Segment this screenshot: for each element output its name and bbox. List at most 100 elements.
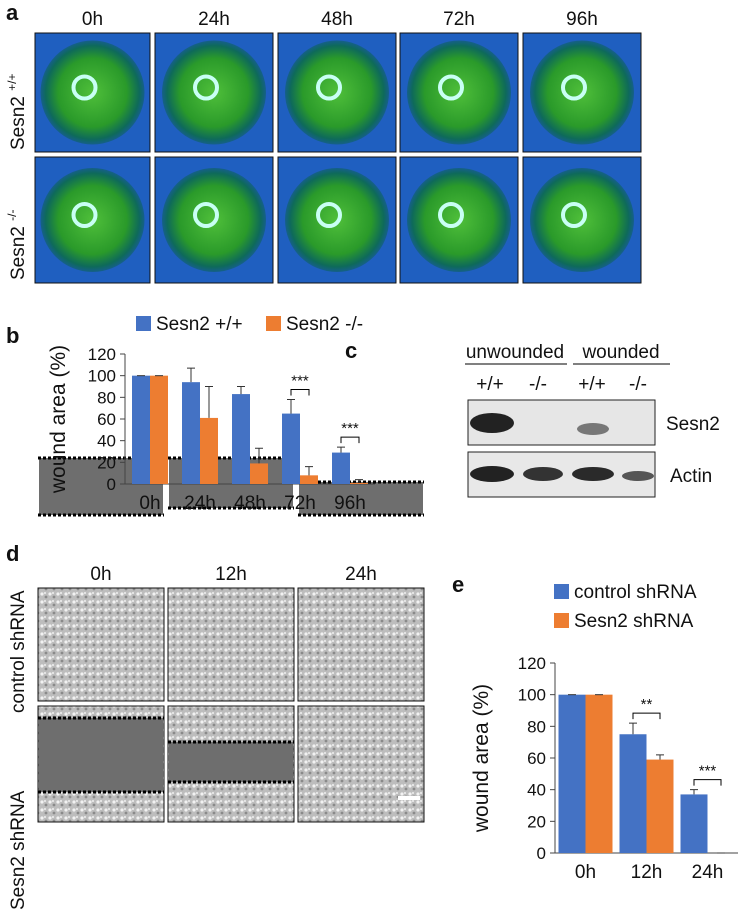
- scale-bar: [398, 796, 420, 800]
- y-tick-label: 60: [97, 410, 116, 429]
- error-bar: [355, 479, 363, 483]
- significance: **: [641, 696, 653, 713]
- row-label: Sesn2 shRNA: [8, 790, 29, 909]
- bar: [680, 794, 708, 853]
- row-label: Sesn2 +/+: [5, 73, 29, 150]
- band: [572, 467, 614, 481]
- bar: [300, 475, 318, 484]
- panel-label: b: [6, 323, 19, 348]
- y-tick-label: 20: [97, 453, 116, 472]
- legend-label: Sesn2 -/-: [286, 314, 363, 335]
- column-label: 48h: [321, 9, 353, 30]
- column-label: 0h: [90, 564, 111, 585]
- row-label: control shRNA: [8, 590, 29, 713]
- y-tick-label: 100: [518, 686, 546, 705]
- row-label: Sesn2 -/-: [5, 210, 29, 280]
- y-tick-label: 120: [88, 345, 116, 364]
- y-tick-label: 120: [518, 654, 546, 673]
- image: [71, 74, 98, 101]
- y-tick-label: 20: [527, 812, 546, 831]
- legend-label: Sesn2 +/+: [156, 314, 243, 335]
- blot-label: Actin: [670, 466, 712, 487]
- significance-bracket: [632, 712, 661, 720]
- bar: [332, 452, 350, 484]
- panel-label: c: [345, 338, 357, 363]
- image: [316, 202, 342, 228]
- row-genotype: -/-: [5, 210, 19, 221]
- significance-bracket: [340, 436, 360, 444]
- column-label: 0h: [82, 9, 103, 30]
- significance-bracket: [290, 389, 310, 396]
- y-tick-label: 40: [97, 432, 116, 451]
- bar: [282, 413, 300, 484]
- y-axis-label: wound area (%): [47, 345, 70, 494]
- x-tick-label: 24h: [184, 493, 216, 514]
- significance: ***: [341, 420, 359, 437]
- group-label: wounded: [581, 342, 659, 363]
- bar: [250, 463, 268, 484]
- error-bar: [255, 447, 263, 464]
- row-name: Sesn2: [8, 226, 29, 280]
- significance: ***: [291, 373, 309, 390]
- bar: [232, 394, 250, 484]
- image: [316, 74, 342, 101]
- panel-label: d: [6, 541, 19, 566]
- bar: [132, 375, 150, 484]
- image: [561, 74, 587, 101]
- bar: [350, 482, 368, 484]
- x-tick-label: 48h: [234, 493, 266, 514]
- significance: ***: [699, 763, 717, 780]
- error-bar: [629, 722, 637, 735]
- bar: [585, 694, 613, 853]
- legend-swatch: [136, 316, 151, 331]
- image: [438, 202, 464, 228]
- image: [193, 74, 219, 101]
- x-tick-label: 24h: [692, 862, 724, 883]
- image: [297, 705, 425, 823]
- y-axis-label: wound area (%): [470, 684, 493, 833]
- lane-label: +/+: [476, 374, 503, 395]
- legend-label: control shRNA: [574, 582, 697, 603]
- image: [71, 202, 98, 228]
- y-tick-label: 0: [537, 844, 546, 863]
- lane-label: -/-: [529, 374, 547, 395]
- image: [169, 742, 293, 782]
- band: [470, 466, 514, 482]
- band: [523, 467, 563, 481]
- column-label: 96h: [566, 9, 598, 30]
- x-tick-label: 72h: [284, 493, 316, 514]
- bar: [182, 382, 200, 484]
- column-label: 12h: [215, 564, 247, 585]
- bar: [646, 759, 674, 853]
- bar: [619, 734, 647, 853]
- error-bar: [305, 466, 313, 476]
- error-bar: [187, 367, 195, 383]
- x-tick-label: 12h: [631, 862, 663, 883]
- row-name: Sesn2: [8, 96, 29, 150]
- bar: [558, 694, 586, 853]
- significance-bracket: [693, 779, 722, 786]
- y-tick-label: 40: [527, 781, 546, 800]
- blot-label: Sesn2: [666, 414, 720, 435]
- image: [167, 587, 295, 702]
- image: [438, 74, 464, 101]
- column-label: 24h: [198, 9, 230, 30]
- image: [297, 587, 425, 702]
- band: [577, 423, 609, 435]
- group-label: unwounded: [466, 342, 564, 363]
- x-tick-label: 96h: [334, 493, 366, 514]
- error-bar: [656, 754, 664, 760]
- error-bar: [237, 386, 245, 395]
- legend-swatch: [266, 316, 281, 331]
- bar: [200, 417, 218, 484]
- x-tick-label: 0h: [575, 862, 596, 883]
- column-label: 24h: [345, 564, 377, 585]
- legend-label: Sesn2 shRNA: [574, 611, 694, 632]
- bar: [150, 375, 168, 484]
- band: [622, 471, 654, 481]
- error-bar: [287, 399, 295, 414]
- row-genotype: +/+: [5, 73, 19, 90]
- panel-label: e: [452, 572, 464, 597]
- y-tick-label: 80: [527, 717, 546, 736]
